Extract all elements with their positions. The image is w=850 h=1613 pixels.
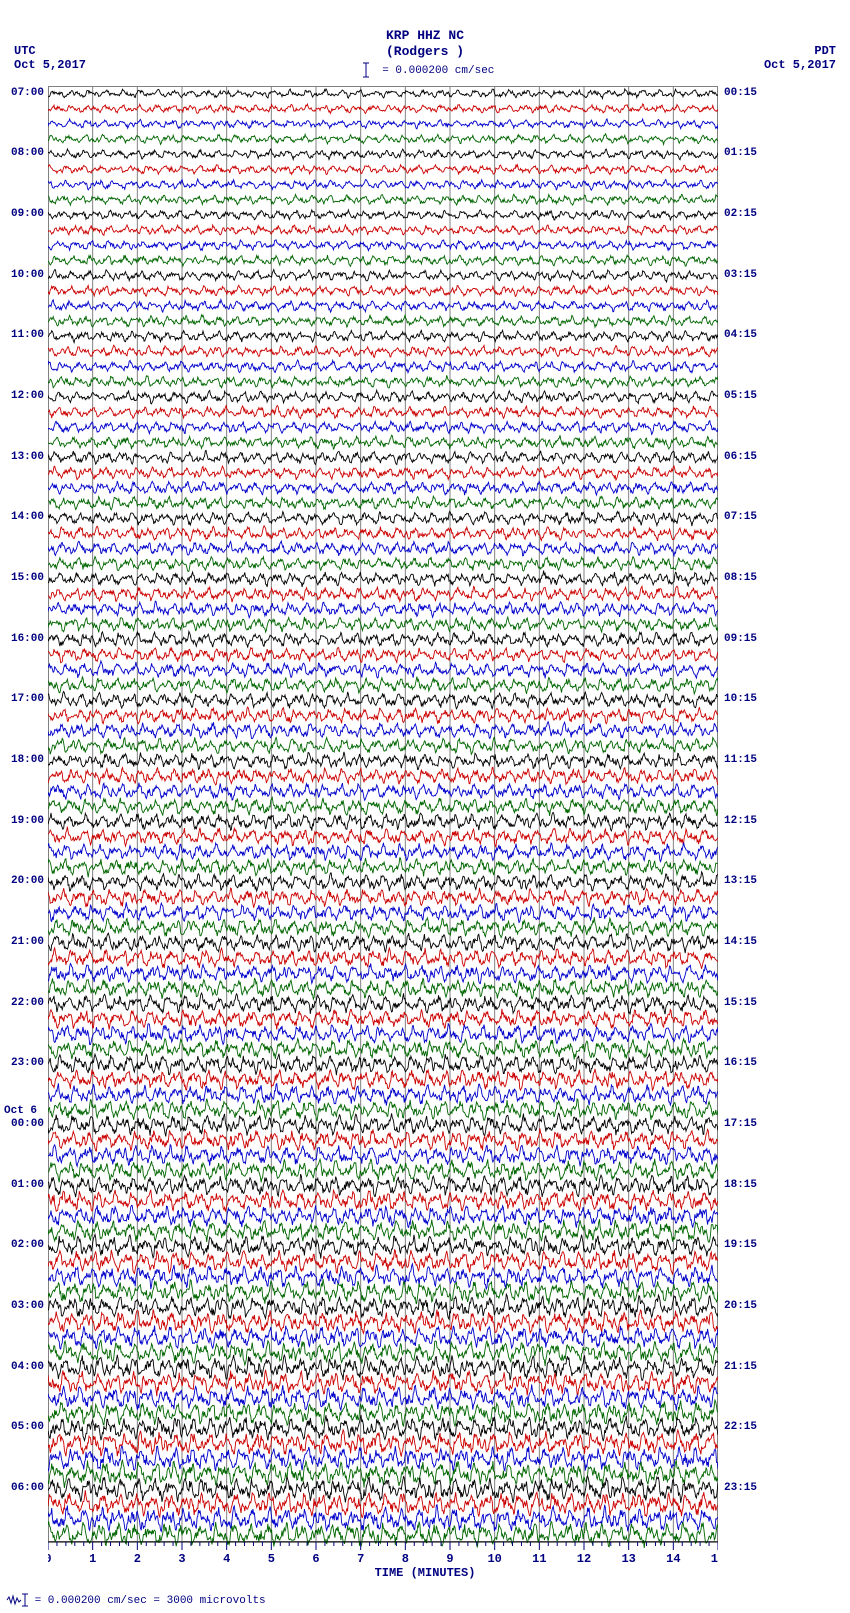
right-date-label: Oct 5,2017	[764, 58, 836, 72]
svg-text:12: 12	[577, 1552, 591, 1566]
right-hour-label: 19:15	[724, 1240, 757, 1251]
seismogram-plot: 0123456789101112131415	[48, 86, 718, 1542]
svg-text:15: 15	[711, 1552, 718, 1566]
seismogram-svg: 0123456789101112131415	[48, 86, 718, 1582]
scale-indicator: = 0.000200 cm/sec	[0, 62, 850, 78]
svg-text:9: 9	[446, 1552, 453, 1566]
left-hour-label: 12:00	[11, 391, 44, 402]
left-hour-label: 02:00	[11, 1240, 44, 1251]
svg-text:2: 2	[134, 1552, 141, 1566]
svg-text:13: 13	[621, 1552, 635, 1566]
left-hour-label: 22:00	[11, 998, 44, 1009]
left-hour-label: 08:00	[11, 148, 44, 159]
right-hour-label: 13:15	[724, 876, 757, 887]
svg-text:5: 5	[268, 1552, 275, 1566]
svg-text:4: 4	[223, 1552, 230, 1566]
right-hour-label: 14:15	[724, 937, 757, 948]
left-hour-label: 15:00	[11, 573, 44, 584]
left-hour-label: 21:00	[11, 937, 44, 948]
right-hour-label: 06:15	[724, 452, 757, 463]
svg-text:3: 3	[178, 1552, 185, 1566]
svg-text:7: 7	[357, 1552, 364, 1566]
right-hour-label: 10:15	[724, 694, 757, 705]
left-hour-label: 03:00	[11, 1301, 44, 1312]
x-axis-label: TIME (MINUTES)	[0, 1566, 850, 1580]
left-hour-label: 14:00	[11, 512, 44, 523]
left-hour-label: 23:00	[11, 1058, 44, 1069]
right-tz-label: PDT	[814, 44, 836, 58]
left-hour-label: 04:00	[11, 1362, 44, 1373]
left-hour-label: 16:00	[11, 634, 44, 645]
right-hour-label: 21:15	[724, 1362, 757, 1373]
svg-text:14: 14	[666, 1552, 680, 1566]
right-hour-label: 20:15	[724, 1301, 757, 1312]
right-hour-label: 04:15	[724, 330, 757, 341]
footer-text: = 0.000200 cm/sec = 3000 microvolts	[35, 1595, 266, 1607]
left-hour-label: 17:00	[11, 694, 44, 705]
right-hour-label: 09:15	[724, 634, 757, 645]
right-hour-label: 12:15	[724, 816, 757, 827]
svg-text:0: 0	[48, 1552, 52, 1566]
station-title: KRP HHZ NC	[0, 28, 850, 43]
left-hour-label: 13:00	[11, 452, 44, 463]
svg-text:6: 6	[312, 1552, 319, 1566]
right-hour-label: 03:15	[724, 270, 757, 281]
right-hour-label: 18:15	[724, 1180, 757, 1191]
left-hour-labels: 07:00 08:00 09:00 10:00 11:00 12:00 13:00 14:00…	[0, 86, 48, 1542]
right-hour-label: 01:15	[724, 148, 757, 159]
left-hour-label: 05:00	[11, 1422, 44, 1433]
left-hour-label: 00:00	[11, 1119, 44, 1130]
left-hour-label: 07:00	[11, 88, 44, 99]
left-hour-label: 20:00	[11, 876, 44, 887]
right-hour-label: 08:15	[724, 573, 757, 584]
left-hour-label: 18:00	[11, 755, 44, 766]
right-hour-label: 07:15	[724, 512, 757, 523]
right-hour-label: 22:15	[724, 1422, 757, 1433]
right-hour-label: 05:15	[724, 391, 757, 402]
left-hour-label: 01:00	[11, 1180, 44, 1191]
scale-text: = 0.000200 cm/sec	[382, 65, 494, 77]
right-hour-label: 16:15	[724, 1058, 757, 1069]
svg-text:10: 10	[487, 1552, 501, 1566]
right-hour-label: 00:15	[724, 88, 757, 99]
right-hour-label: 17:15	[724, 1119, 757, 1130]
right-hour-label: 15:15	[724, 998, 757, 1009]
left-hour-label: 19:00	[11, 816, 44, 827]
right-hour-labels: 00:15 01:15 02:15 03:15 04:15 05:15 06:15 07:15…	[720, 86, 790, 1542]
left-hour-label: 06:00	[11, 1483, 44, 1494]
svg-text:1: 1	[89, 1552, 96, 1566]
station-location: (Rodgers )	[0, 44, 850, 59]
seismogram-page: KRP HHZ NC (Rodgers ) = 0.000200 cm/sec …	[0, 0, 850, 1613]
svg-text:11: 11	[532, 1552, 546, 1566]
left-hour-label: 11:00	[11, 330, 44, 341]
left-hour-label: 10:00	[11, 270, 44, 281]
left-date-label: Oct 5,2017	[14, 58, 86, 72]
oct6-label: Oct 6	[4, 1105, 37, 1117]
svg-text:8: 8	[402, 1552, 409, 1566]
footer-scale: = 0.000200 cm/sec = 3000 microvolts	[6, 1593, 266, 1607]
right-hour-label: 11:15	[724, 755, 757, 766]
left-tz-label: UTC	[14, 44, 36, 58]
right-hour-label: 02:15	[724, 209, 757, 220]
right-hour-label: 23:15	[724, 1483, 757, 1494]
left-hour-label: 09:00	[11, 209, 44, 220]
